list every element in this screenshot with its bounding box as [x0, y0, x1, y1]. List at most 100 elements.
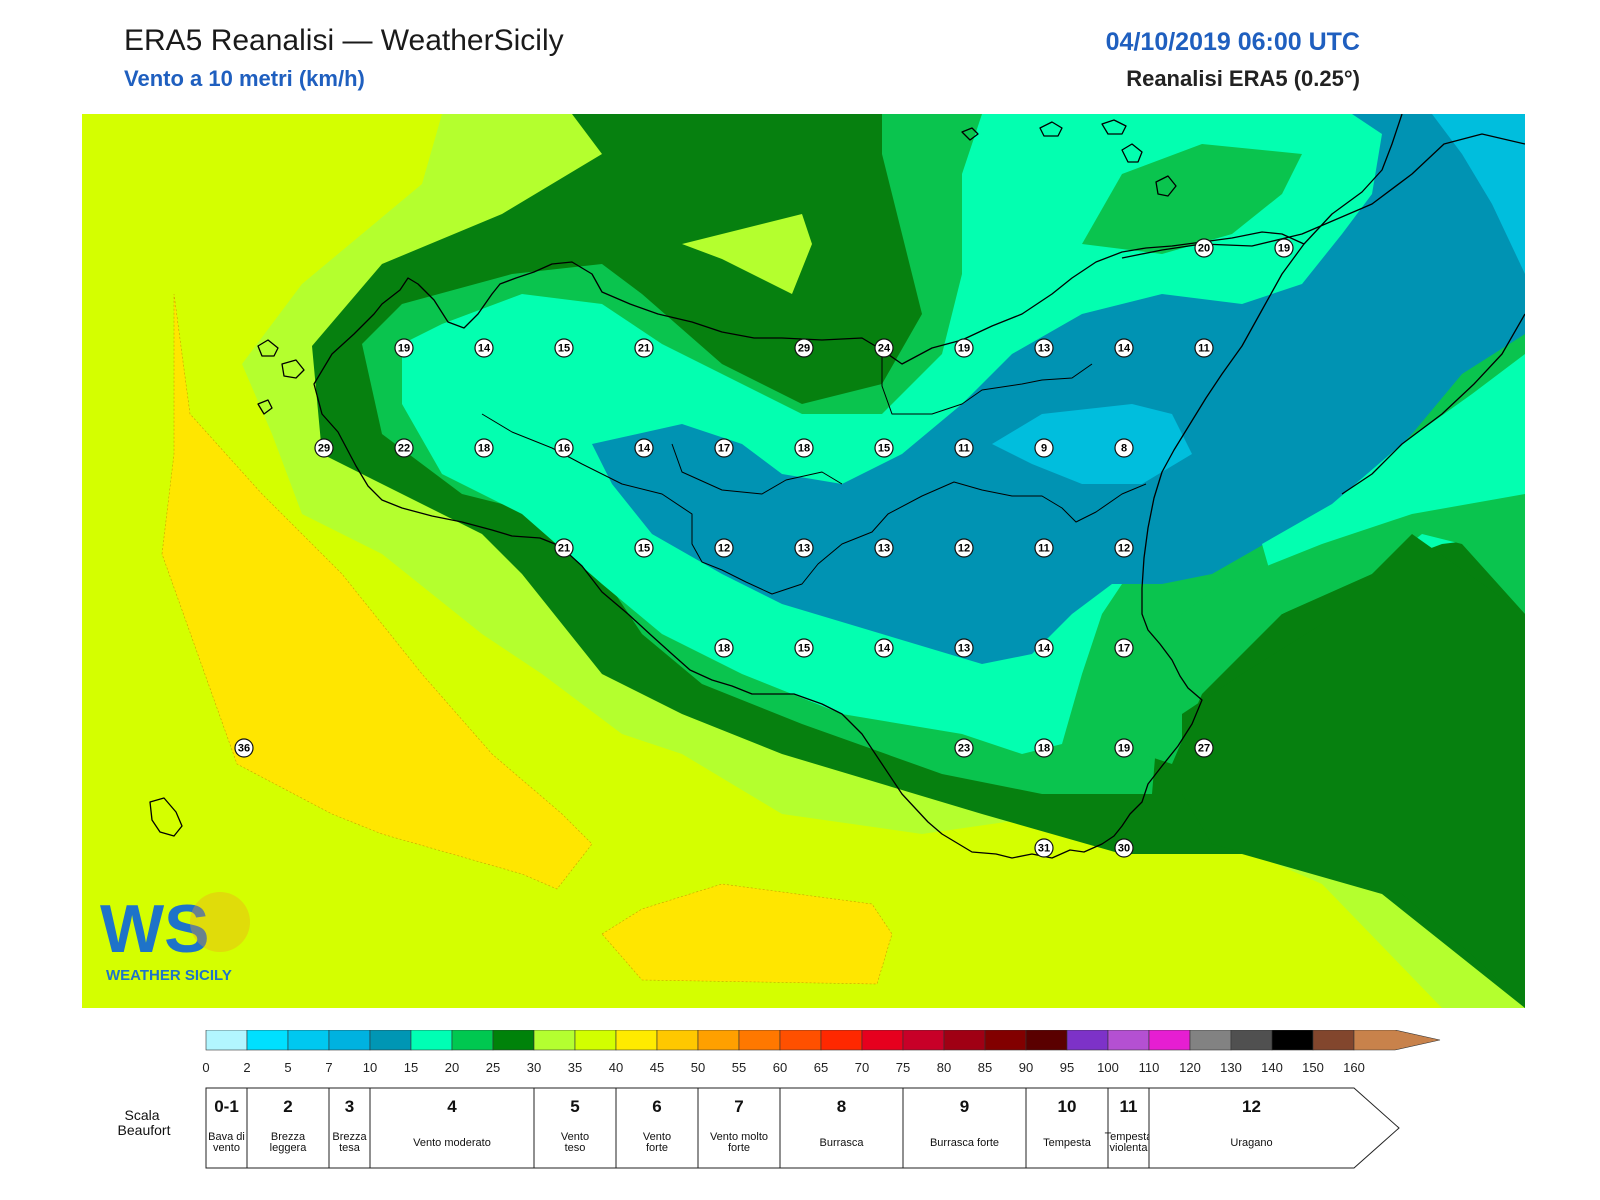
colorbar-tick-label: 65: [814, 1060, 828, 1075]
station-marker-circle: [474, 338, 494, 358]
station-value-marker: 21: [554, 538, 574, 558]
station-value-marker: 13: [954, 638, 974, 658]
colorbar-tick-label: 2: [243, 1060, 250, 1075]
station-value: 12: [718, 543, 730, 555]
station-value-marker: 8: [1114, 438, 1134, 458]
station-value-marker: 20: [1194, 238, 1214, 258]
colorbar-tick-label: 55: [732, 1060, 746, 1075]
station-marker-circle: [1114, 338, 1134, 358]
aqua-band: [402, 114, 1412, 754]
station-value-marker: 18: [794, 438, 814, 458]
station-marker-circle: [634, 538, 654, 558]
station-value-marker: 29: [794, 338, 814, 358]
station-value: 14: [1038, 643, 1051, 655]
station-value-marker: 14: [1114, 338, 1134, 358]
station-value-marker: 19: [394, 338, 414, 358]
green-patch-east: [1142, 494, 1525, 764]
beaufort-cell: [328, 1087, 371, 1169]
beaufort-number: 9: [960, 1097, 969, 1116]
station-value-marker: 24: [874, 338, 894, 358]
data-source: Reanalisi ERA5 (0.25°): [1126, 66, 1360, 91]
colorbar-tick-label: 30: [527, 1060, 541, 1075]
station-value-marker: 15: [554, 338, 574, 358]
green-patch-north: [1082, 144, 1302, 254]
cyan-core-east: [992, 404, 1192, 484]
station-value-marker: 23: [954, 738, 974, 758]
lime-patch-north: [682, 214, 812, 294]
station-marker-circle: [554, 338, 574, 358]
station-value-marker: 22: [394, 438, 414, 458]
station-marker-circle: [1034, 438, 1054, 458]
station-value: 13: [958, 643, 970, 655]
map-subtitle: Vento a 10 metri (km/h): [124, 66, 365, 91]
station-marker-circle: [554, 538, 574, 558]
yellow-band-west: [161, 293, 593, 890]
messina-strait-coast: [1303, 114, 1403, 245]
colorbar-swatch: [902, 1030, 945, 1051]
station-value-marker: 11: [1194, 338, 1214, 358]
station-value-marker: 17: [714, 438, 734, 458]
station-value-marker: 15: [794, 638, 814, 658]
station-value-marker: 9: [1034, 438, 1054, 458]
station-marker-circle: [954, 538, 974, 558]
colorbar-tick-label: 15: [404, 1060, 418, 1075]
beaufort-cell: [369, 1087, 535, 1169]
colorbar-swatch: [656, 1030, 699, 1051]
station-marker-circle: [714, 638, 734, 658]
station-value: 12: [1118, 543, 1130, 555]
station-marker-circle: [1114, 538, 1134, 558]
colorbar-tick-label: 150: [1302, 1060, 1324, 1075]
station-value-marker: 13: [794, 538, 814, 558]
beaufort-heading-line2: Beaufort: [118, 1122, 171, 1138]
aeolian-island-4: [1121, 143, 1143, 163]
colorbar-swatch: [615, 1030, 658, 1051]
station-marker-circle: [1274, 238, 1294, 258]
sicily-coastline: [313, 231, 1305, 859]
colorbar-tick-label: 140: [1261, 1060, 1283, 1075]
station-marker-circle: [394, 338, 414, 358]
colorbar-ticks: 0 2 5 7 10 15 20 25 30 35 40 45 50 55 60 65 70 75 80 85 90 95…: [202, 1060, 1364, 1075]
station-marker-circle: [314, 438, 334, 458]
station-marker-circle: [794, 538, 814, 558]
station-value: 18: [798, 443, 810, 455]
station-value: 24: [878, 343, 891, 355]
station-marker-circle: [954, 738, 974, 758]
station-marker-circle: [874, 338, 894, 358]
station-marker-circle: [954, 438, 974, 458]
station-value: 29: [318, 443, 330, 455]
beaufort-heading: Scala Beaufort: [118, 1107, 171, 1138]
colorbar-swatch: [410, 1030, 453, 1051]
station-marker-circle: [474, 438, 494, 458]
colorbar-swatch: [1066, 1030, 1109, 1051]
station-value: 15: [878, 443, 890, 455]
aeolian-island-2: [961, 127, 979, 141]
station-value-marker: 14: [474, 338, 494, 358]
beaufort-number: 4: [447, 1097, 457, 1116]
colorbar-swatch: [1312, 1030, 1355, 1051]
aeolian-island-3: [1101, 119, 1127, 135]
beaufort-number: 5: [570, 1097, 579, 1116]
colorbar-swatch: [574, 1030, 617, 1051]
beaufort-cell: [615, 1087, 699, 1169]
yellow-band-south: [601, 883, 893, 985]
colorbar-tick-label: 50: [691, 1060, 705, 1075]
colorbar-tick-label: 160: [1343, 1060, 1365, 1075]
station-value: 19: [1278, 243, 1290, 255]
station-value: 23: [958, 743, 970, 755]
station-value: 18: [1038, 743, 1050, 755]
valid-datetime: 04/10/2019 06:00 UTC: [1105, 28, 1360, 56]
colorbar-tick-label: 60: [773, 1060, 787, 1075]
beaufort-name: Uragano: [1230, 1137, 1272, 1149]
station-marker-circle: [1194, 338, 1214, 358]
station-marker-circle: [234, 738, 254, 758]
station-marker-circle: [394, 438, 414, 458]
colorbar-swatch: [820, 1030, 863, 1051]
beaufort-heading-line1: Scala: [125, 1107, 160, 1123]
station-marker-circle: [794, 438, 814, 458]
station-value: 36: [238, 743, 250, 755]
colorbar-tick-label: 5: [284, 1060, 291, 1075]
station-value: 11: [1198, 343, 1210, 355]
station-marker-circle: [1034, 738, 1054, 758]
station-marker-circle: [1114, 838, 1134, 858]
station-value-marker: 19: [1114, 738, 1134, 758]
